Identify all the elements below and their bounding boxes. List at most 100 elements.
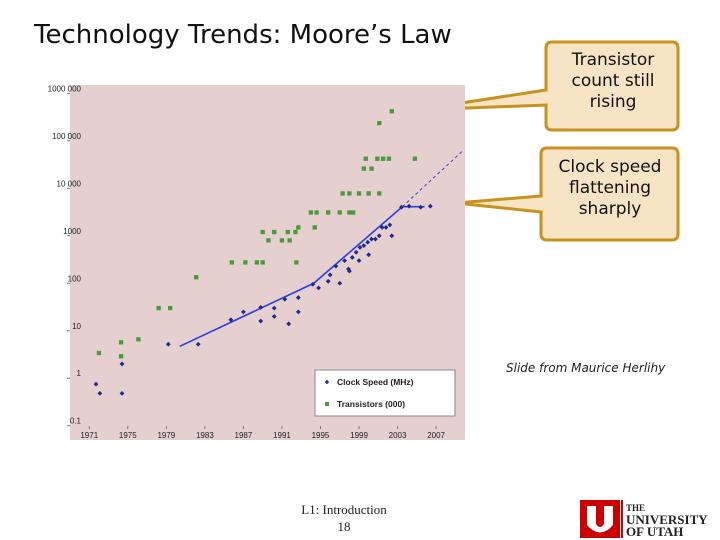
point xyxy=(356,191,362,196)
logo-text: THE UNIVERSITY OF UTAH xyxy=(626,502,708,538)
point xyxy=(119,361,125,367)
point xyxy=(353,249,359,255)
point xyxy=(156,305,161,311)
callout-text: Clock speed flattening sharply xyxy=(558,157,662,219)
point xyxy=(379,225,385,230)
legend-box xyxy=(314,369,456,417)
point xyxy=(365,239,371,245)
y-tick-label: 100 xyxy=(68,274,82,283)
legend-label: Clock Speed (MHz) xyxy=(337,377,414,387)
point xyxy=(389,109,394,114)
y-tick-label: 1000 xyxy=(63,227,81,236)
point xyxy=(361,243,367,249)
point xyxy=(347,191,352,196)
point xyxy=(375,156,380,161)
point xyxy=(418,204,424,210)
point xyxy=(380,156,386,161)
trend-line xyxy=(179,205,425,348)
point xyxy=(327,272,333,278)
point xyxy=(165,341,171,347)
legend-swatch xyxy=(325,402,329,406)
legend-label: Transistors (000) xyxy=(337,399,405,409)
point xyxy=(258,318,264,324)
logo-mark xyxy=(580,500,623,538)
point xyxy=(293,229,298,235)
y-tick-label: 10 000 xyxy=(57,179,82,188)
x-tick-label: 1999 xyxy=(350,431,368,440)
point xyxy=(399,204,404,210)
point xyxy=(342,258,347,264)
point xyxy=(310,281,316,287)
point xyxy=(406,203,412,209)
point xyxy=(285,229,290,235)
point xyxy=(357,244,363,250)
callout-box xyxy=(415,40,680,132)
point xyxy=(312,225,317,230)
x-tick-label: 1995 xyxy=(312,431,330,440)
point xyxy=(295,309,301,315)
point xyxy=(377,120,382,126)
point xyxy=(266,238,271,243)
point xyxy=(387,222,393,228)
point xyxy=(229,260,235,265)
point xyxy=(373,236,378,242)
legend: Clock Speed (MHz) Transistors (000) xyxy=(314,369,456,417)
x-tick-label: 1983 xyxy=(196,431,214,440)
point xyxy=(347,210,352,215)
point xyxy=(412,156,418,161)
point xyxy=(366,191,371,196)
point xyxy=(294,260,299,265)
y-tick-label: 1 xyxy=(77,369,82,378)
x-tick-label: 2003 xyxy=(389,431,407,440)
footer-course: L1: Introduction xyxy=(301,502,387,517)
point xyxy=(194,275,199,280)
x-tick-label: 1987 xyxy=(235,431,253,440)
point xyxy=(93,381,99,387)
point xyxy=(271,305,277,311)
y-tick-label: 10 xyxy=(72,322,81,331)
callout-box xyxy=(455,146,680,242)
credit: Slide from Maurice Herlihy xyxy=(506,361,666,375)
point xyxy=(287,238,292,243)
point xyxy=(369,166,374,171)
point xyxy=(286,321,292,327)
point xyxy=(118,354,124,359)
x-tick-label: 2007 xyxy=(427,431,445,440)
point xyxy=(195,341,201,347)
point xyxy=(96,350,102,356)
point xyxy=(314,210,319,215)
point xyxy=(260,260,265,265)
x-tick-label: 1971 xyxy=(80,431,98,440)
point xyxy=(333,263,339,269)
point xyxy=(279,238,285,243)
point xyxy=(337,280,343,286)
y-tick-label: 0.1 xyxy=(70,417,82,426)
logo-utah: OF UTAH xyxy=(626,524,684,539)
callout-text: Transistor count still rising xyxy=(571,50,655,112)
point xyxy=(386,156,392,161)
point xyxy=(325,278,331,284)
point xyxy=(326,210,331,215)
point xyxy=(241,309,246,315)
point xyxy=(308,210,314,215)
point xyxy=(369,236,374,242)
point xyxy=(136,337,141,342)
logo-university: UNIVERSITY xyxy=(626,512,708,527)
point xyxy=(118,340,124,345)
point xyxy=(337,210,342,215)
point xyxy=(349,255,355,260)
x-tick-label: 1975 xyxy=(119,431,137,440)
point xyxy=(97,390,103,396)
point xyxy=(254,260,260,265)
point xyxy=(351,210,356,215)
x-tick-label: 1979 xyxy=(157,431,175,440)
point xyxy=(346,266,351,272)
point xyxy=(271,314,277,319)
point xyxy=(316,285,321,291)
point xyxy=(427,203,433,209)
point xyxy=(243,260,248,265)
y-tick-label: 1000 000 xyxy=(48,84,82,93)
point xyxy=(366,252,372,258)
